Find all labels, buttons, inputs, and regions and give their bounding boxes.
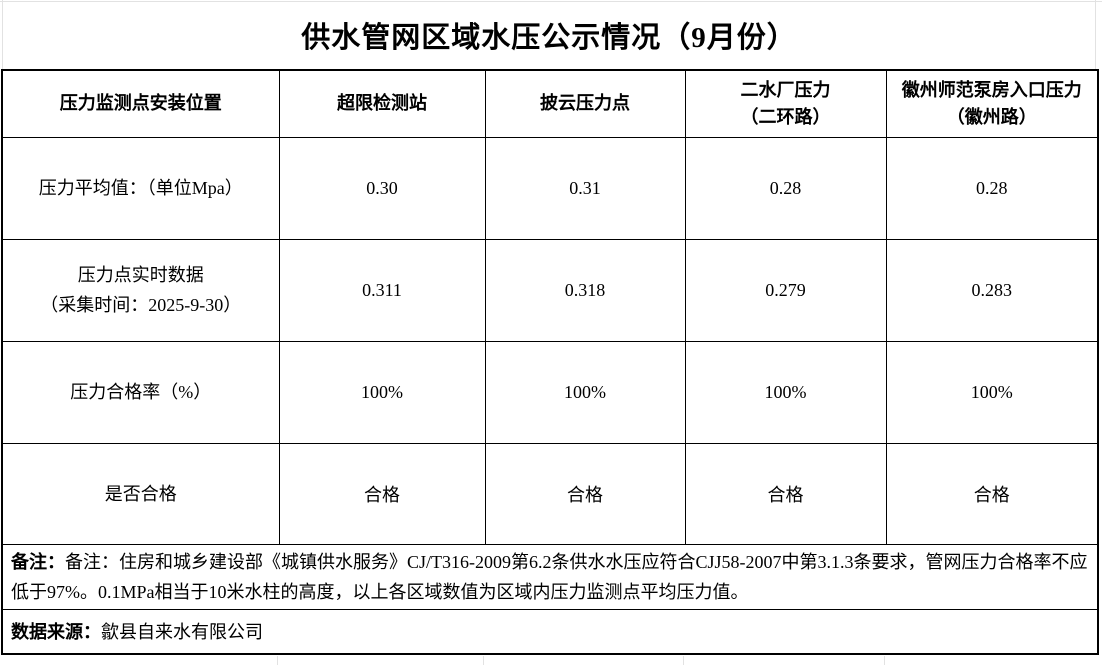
header-station-1: 超限检测站 bbox=[278, 69, 486, 138]
source-label: 数据来源： bbox=[11, 622, 101, 643]
note-label: 备注： bbox=[11, 551, 65, 572]
value-cell: 0.31 bbox=[484, 136, 686, 240]
value-cell: 合格 bbox=[278, 442, 486, 545]
gridline-bottom-col4 bbox=[884, 656, 885, 665]
source-cell: 数据来源：歙县自来水有限公司 bbox=[1, 608, 1099, 655]
pressure-table: 压力监测点安装位置 超限检测站 披云压力点 二水厂压力 （二环路） 徽州师范泵房… bbox=[1, 69, 1099, 655]
gridline-bottom-col3 bbox=[683, 656, 684, 665]
table-row-qualified: 是否合格 合格 合格 合格 合格 bbox=[1, 442, 1099, 545]
table-row-source: 数据来源：歙县自来水有限公司 bbox=[1, 608, 1099, 655]
value-cell: 0.28 bbox=[684, 136, 887, 240]
header-station-2: 披云压力点 bbox=[484, 69, 686, 138]
table-row-pass-rate: 压力合格率（%） 100% 100% 100% 100% bbox=[1, 340, 1099, 444]
value-cell: 0.279 bbox=[684, 238, 887, 342]
value-cell: 100% bbox=[885, 340, 1099, 444]
source-text: 歙县自来水有限公司 bbox=[101, 622, 263, 643]
table-header-row: 压力监测点安装位置 超限检测站 披云压力点 二水厂压力 （二环路） 徽州师范泵房… bbox=[1, 69, 1099, 138]
page-title: 供水管网区域水压公示情况（9月份） bbox=[301, 22, 797, 54]
gridline-title-right bbox=[1095, 0, 1096, 69]
title-cell: 供水管网区域水压公示情况（9月份） bbox=[2, 2, 1096, 68]
gridline-bottom-col1 bbox=[277, 656, 278, 665]
value-cell: 合格 bbox=[684, 442, 887, 545]
header-station-4: 徽州师范泵房入口压力 （徽州路） bbox=[885, 69, 1099, 138]
note-cell: 备注：备注：住房和城乡建设部《城镇供水服务》CJ/T316-2009第6.2条供… bbox=[1, 543, 1099, 610]
value-cell: 0.28 bbox=[885, 136, 1099, 240]
header-station-3: 二水厂压力 （二环路） bbox=[684, 69, 887, 138]
gridline-top bbox=[0, 1, 1102, 2]
value-cell: 100% bbox=[684, 340, 887, 444]
row-label: 压力平均值：（单位Mpa） bbox=[1, 136, 280, 240]
gridline-title-left bbox=[2, 0, 3, 69]
value-cell: 0.30 bbox=[278, 136, 486, 240]
row-label: 压力点实时数据 （采集时间：2025-9-30） bbox=[1, 238, 280, 342]
table-row-average-pressure: 压力平均值：（单位Mpa） 0.30 0.31 0.28 0.28 bbox=[1, 136, 1099, 240]
value-cell: 100% bbox=[484, 340, 686, 444]
row-label: 压力合格率（%） bbox=[1, 340, 280, 444]
table-row-note: 备注：备注：住房和城乡建设部《城镇供水服务》CJ/T316-2009第6.2条供… bbox=[1, 543, 1099, 610]
value-cell: 0.311 bbox=[278, 238, 486, 342]
value-cell: 0.318 bbox=[484, 238, 686, 342]
value-cell: 0.283 bbox=[885, 238, 1099, 342]
header-location: 压力监测点安装位置 bbox=[1, 69, 280, 138]
row-label: 是否合格 bbox=[1, 442, 280, 545]
value-cell: 100% bbox=[278, 340, 486, 444]
gridline-bottom-col2 bbox=[483, 656, 484, 665]
table-row-realtime-data: 压力点实时数据 （采集时间：2025-9-30） 0.311 0.318 0.2… bbox=[1, 238, 1099, 342]
value-cell: 合格 bbox=[484, 442, 686, 545]
note-text: 备注：住房和城乡建设部《城镇供水服务》CJ/T316-2009第6.2条供水水压… bbox=[11, 551, 1088, 602]
value-cell: 合格 bbox=[885, 442, 1099, 545]
